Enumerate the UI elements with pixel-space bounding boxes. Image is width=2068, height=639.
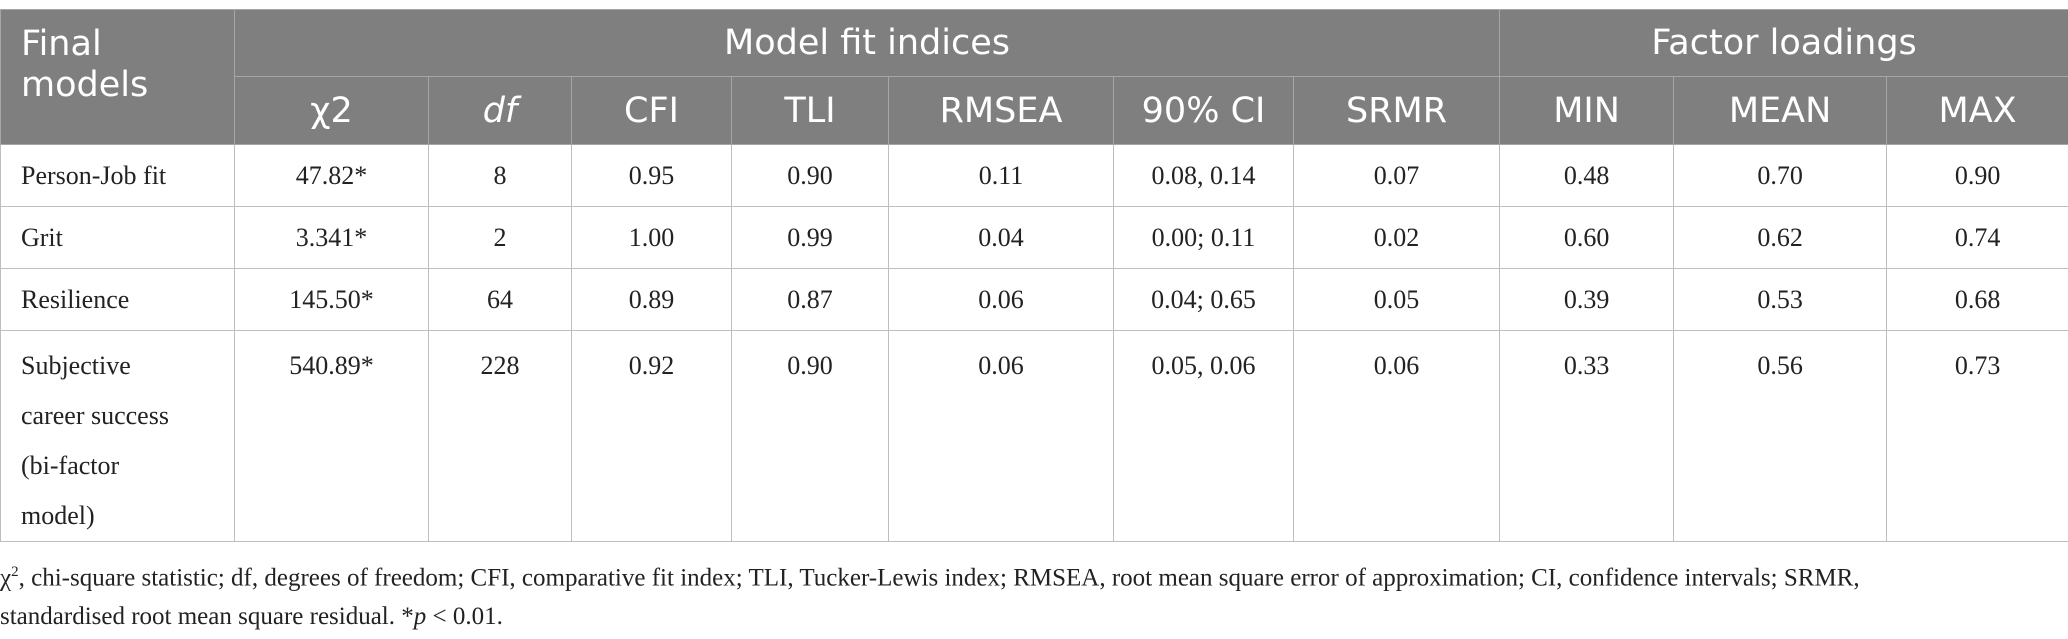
model-name-line: career success bbox=[21, 401, 169, 430]
cell-min: 0.33 bbox=[1499, 330, 1675, 542]
cell-df: 64 bbox=[428, 268, 572, 331]
header-group-factor-loadings: Factor loadings bbox=[1499, 9, 2068, 77]
cell-cfi: 1.00 bbox=[571, 206, 732, 269]
col-header-min: MIN bbox=[1499, 76, 1675, 145]
cell-max: 0.74 bbox=[1886, 206, 2068, 269]
cell-rmsea: 0.04 bbox=[888, 206, 1114, 269]
model-name-line: Subjective bbox=[21, 351, 131, 380]
cell-mean: 0.62 bbox=[1673, 206, 1888, 269]
table-row: Resilience 145.50* 64 0.89 0.87 0.06 0.0… bbox=[0, 268, 2068, 331]
row-model-name: Grit bbox=[0, 206, 235, 269]
row-model-name: Person-Job fit bbox=[0, 144, 235, 207]
cell-df: 2 bbox=[428, 206, 572, 269]
cell-mean: 0.56 bbox=[1673, 330, 1888, 542]
cell-max: 0.68 bbox=[1886, 268, 2068, 331]
table-row: Grit 3.341* 2 1.00 0.99 0.04 0.00; 0.11 … bbox=[0, 206, 2068, 269]
model-name-line: (bi-factor bbox=[21, 451, 120, 480]
header-row-columns: χ2 df CFI TLI RMSEA 90% CI SRMR MIN MEAN… bbox=[1, 76, 2068, 145]
cell-tli: 0.90 bbox=[731, 144, 889, 207]
table-row: Subjective career success (bi-factor mod… bbox=[0, 330, 2068, 542]
cell-min: 0.48 bbox=[1499, 144, 1675, 207]
cell-df: 228 bbox=[428, 330, 572, 542]
col-header-rmsea: RMSEA bbox=[888, 76, 1114, 145]
cell-90ci: 0.08, 0.14 bbox=[1113, 144, 1294, 207]
cell-srmr: 0.06 bbox=[1292, 330, 1501, 542]
col-header-mean: MEAN bbox=[1673, 76, 1888, 145]
cell-cfi: 0.95 bbox=[571, 144, 732, 207]
cell-mean: 0.70 bbox=[1673, 144, 1888, 207]
table-footnote: χ2, chi-square statistic; df, degrees of… bbox=[0, 553, 2060, 636]
cell-rmsea: 0.11 bbox=[888, 144, 1114, 207]
table-row: Person-Job fit 47.82* 8 0.95 0.90 0.11 0… bbox=[0, 144, 2068, 207]
cell-rmsea: 0.06 bbox=[888, 330, 1114, 542]
cell-90ci: 0.04; 0.65 bbox=[1113, 268, 1294, 331]
col-header-cfi: CFI bbox=[571, 76, 732, 145]
table-header: Final models Model fit indices Factor lo… bbox=[0, 9, 2068, 145]
chi-symbol: χ bbox=[0, 564, 12, 592]
cell-chi2: 540.89* bbox=[234, 330, 429, 542]
col-header-max: MAX bbox=[1886, 76, 2068, 145]
model-fit-table: Final models Model fit indices Factor lo… bbox=[0, 9, 2068, 542]
cell-chi2: 3.341* bbox=[234, 206, 429, 269]
cell-90ci: 0.05, 0.06 bbox=[1113, 330, 1294, 542]
col-header-chi2: χ2 bbox=[234, 76, 429, 145]
cell-tli: 0.87 bbox=[731, 268, 889, 331]
cell-mean: 0.53 bbox=[1673, 268, 1888, 331]
model-name-line: model) bbox=[21, 501, 95, 530]
header-group-fit-indices: Model fit indices bbox=[233, 9, 1501, 77]
cell-srmr: 0.02 bbox=[1292, 206, 1501, 269]
p-symbol: p bbox=[413, 603, 427, 631]
cell-rmsea: 0.06 bbox=[888, 268, 1114, 331]
cell-tli: 0.90 bbox=[731, 330, 889, 542]
col-header-srmr: SRMR bbox=[1292, 76, 1501, 145]
col-header-90ci: 90% CI bbox=[1113, 76, 1294, 145]
cell-90ci: 0.00; 0.11 bbox=[1113, 206, 1294, 269]
cell-srmr: 0.05 bbox=[1292, 268, 1501, 331]
footnote-line-1: , chi-square statistic; df, degrees of f… bbox=[18, 564, 1860, 592]
cell-chi2: 47.82* bbox=[234, 144, 429, 207]
row-model-name: Resilience bbox=[0, 268, 235, 331]
footnote-line-2-prefix: standardised root mean square residual. … bbox=[0, 603, 414, 631]
cell-min: 0.39 bbox=[1499, 268, 1675, 331]
cell-cfi: 0.89 bbox=[571, 268, 732, 331]
cell-min: 0.60 bbox=[1499, 206, 1675, 269]
cell-cfi: 0.92 bbox=[571, 330, 732, 542]
cell-max: 0.90 bbox=[1886, 144, 2068, 207]
cell-srmr: 0.07 bbox=[1292, 144, 1501, 207]
footnote-line-2-suffix: < 0.01. bbox=[426, 603, 503, 631]
col-header-tli: TLI bbox=[731, 76, 889, 145]
row-model-name: Subjective career success (bi-factor mod… bbox=[0, 330, 235, 542]
header-row-groups: Final models Model fit indices Factor lo… bbox=[0, 9, 2068, 145]
cell-chi2: 145.50* bbox=[234, 268, 429, 331]
chi-superscript: 2 bbox=[11, 564, 19, 580]
header-final-models: Final models bbox=[0, 9, 235, 145]
col-header-df: df bbox=[428, 76, 572, 145]
cell-max: 0.73 bbox=[1886, 330, 2068, 542]
cell-tli: 0.99 bbox=[731, 206, 889, 269]
cell-df: 8 bbox=[428, 144, 572, 207]
